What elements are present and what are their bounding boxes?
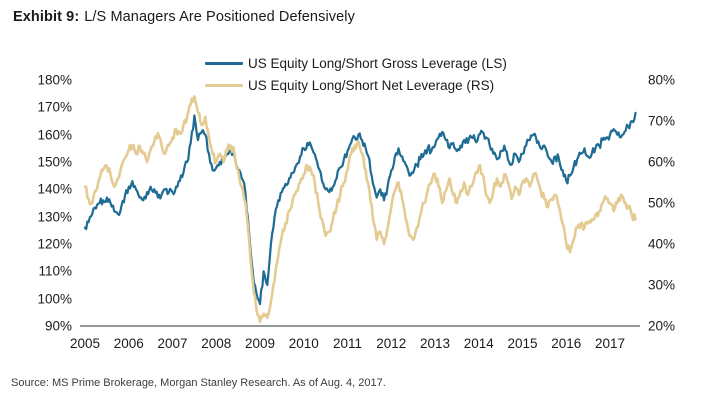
x-axis-tick: 2007 <box>157 336 188 351</box>
x-axis-tick: 2017 <box>594 336 626 351</box>
exhibit-title: Exhibit 9: L/S Managers Are Positioned De… <box>13 9 355 25</box>
x-axis-tick: 2012 <box>376 336 407 351</box>
y-axis-right-tick: 40% <box>648 236 676 252</box>
source-note: Source: MS Prime Brokerage, Morgan Stanl… <box>11 377 386 389</box>
y-axis-right-tick: 80% <box>648 72 676 88</box>
series-line-1 <box>83 95 637 324</box>
legend-swatch-1 <box>205 83 243 87</box>
x-axis-tick: 2014 <box>463 336 494 351</box>
x-axis-tick: 2015 <box>507 336 538 351</box>
exhibit-number: Exhibit 9: <box>13 9 80 25</box>
x-axis-tick: 2013 <box>419 336 451 351</box>
chart-legend: US Equity Long/Short Gross Leverage (LS)… <box>205 52 507 96</box>
x-axis-tick: 2008 <box>201 336 232 351</box>
x-axis-tick: 2005 <box>69 336 101 351</box>
y-axis-left-tick: 160% <box>37 127 72 143</box>
x-axis-tick: 2011 <box>332 336 363 351</box>
y-axis-left-tick: 140% <box>37 181 72 197</box>
y-axis-right-tick: 30% <box>648 277 676 293</box>
y-axis-left-tick: 90% <box>44 318 72 334</box>
x-axis-tick: 2006 <box>113 336 144 351</box>
y-axis-right-tick: 50% <box>648 195 676 211</box>
legend-item-gross: US Equity Long/Short Gross Leverage (LS) <box>205 52 507 74</box>
series-line-0 <box>83 111 637 306</box>
legend-label-gross: US Equity Long/Short Gross Leverage (LS) <box>248 55 507 71</box>
y-axis-right-tick: 20% <box>648 318 676 334</box>
y-axis-left-tick: 170% <box>37 99 72 115</box>
y-axis-right-tick: 70% <box>648 113 676 129</box>
y-axis-left-tick: 150% <box>37 154 72 170</box>
y-axis-left-tick: 130% <box>37 209 72 225</box>
exhibit-title-text: L/S Managers Are Positioned Defensively <box>84 9 355 25</box>
x-axis-tick: 2010 <box>288 336 319 351</box>
y-axis-left-tick: 110% <box>38 263 72 279</box>
y-axis-left-tick: 100% <box>37 291 72 307</box>
x-axis-tick: 2009 <box>244 336 276 351</box>
legend-label-net: US Equity Long/Short Net Leverage (RS) <box>248 77 495 93</box>
legend-swatch-0 <box>205 61 243 65</box>
y-axis-right-tick: 60% <box>648 154 676 170</box>
legend-item-net: US Equity Long/Short Net Leverage (RS) <box>205 74 507 96</box>
x-axis-tick: 2016 <box>551 336 582 351</box>
y-axis-left-tick: 180% <box>37 72 72 88</box>
y-axis-left-tick: 120% <box>37 236 72 252</box>
